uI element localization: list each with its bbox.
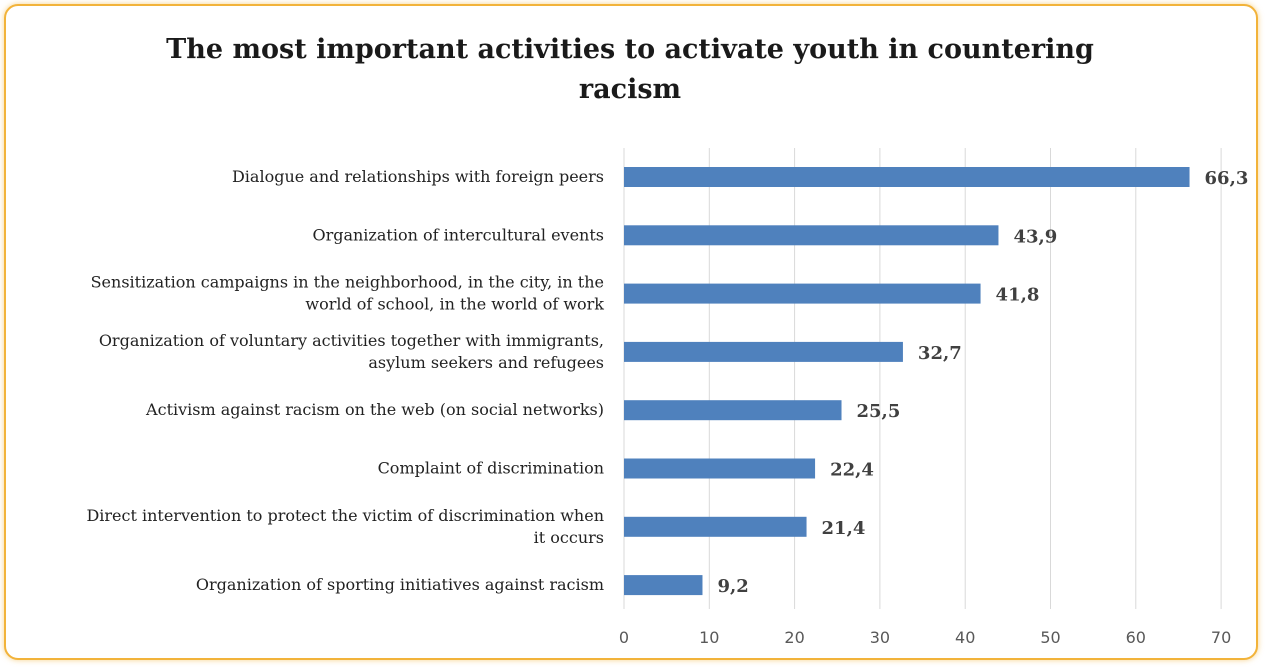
category-label: world of school, in the world of work: [305, 295, 604, 314]
x-tick-label: 50: [1040, 628, 1060, 647]
bar: [624, 283, 981, 304]
data-label: 21,4: [822, 518, 866, 539]
category-label: Organization of intercultural events: [312, 225, 604, 244]
x-tick-label: 0: [619, 628, 629, 647]
x-tick-label: 40: [955, 628, 975, 647]
category-label: Dialogue and relationships with foreign …: [232, 167, 604, 186]
data-label: 9,2: [717, 576, 748, 597]
x-tick-label: 10: [699, 628, 719, 647]
category-label: Organization of sporting initiatives aga…: [196, 575, 604, 594]
category-label: Sensitization campaigns in the neighborh…: [91, 273, 604, 292]
bar: [624, 575, 703, 596]
chart-frame: [4, 4, 1258, 660]
bar: [624, 167, 1190, 187]
bar: [624, 341, 903, 362]
x-tick-label: 20: [784, 628, 804, 647]
data-label: 25,5: [857, 401, 901, 422]
bar: [624, 516, 807, 537]
category-label: Organization of voluntary activities tog…: [99, 331, 604, 350]
chart-title: The most important activities to activat…: [166, 34, 1094, 105]
data-label: 43,9: [1013, 226, 1057, 247]
bar: [624, 225, 999, 246]
data-label: 32,7: [918, 343, 962, 364]
data-label: 22,4: [830, 460, 874, 481]
bar: [624, 400, 842, 421]
data-label: 41,8: [996, 285, 1040, 306]
x-tick-label: 60: [1126, 628, 1146, 647]
category-label: asylum seekers and refugees: [368, 353, 604, 372]
category-label: it occurs: [534, 528, 604, 547]
x-tick-label: 30: [870, 628, 890, 647]
x-tick-label: 70: [1211, 628, 1231, 647]
data-label: 66,3: [1205, 168, 1249, 189]
category-label: Activism against racism on the web (on s…: [145, 400, 604, 419]
category-label: Complaint of discrimination: [378, 459, 604, 478]
category-label: Direct intervention to protect the victi…: [86, 506, 604, 525]
bar: [624, 458, 816, 479]
